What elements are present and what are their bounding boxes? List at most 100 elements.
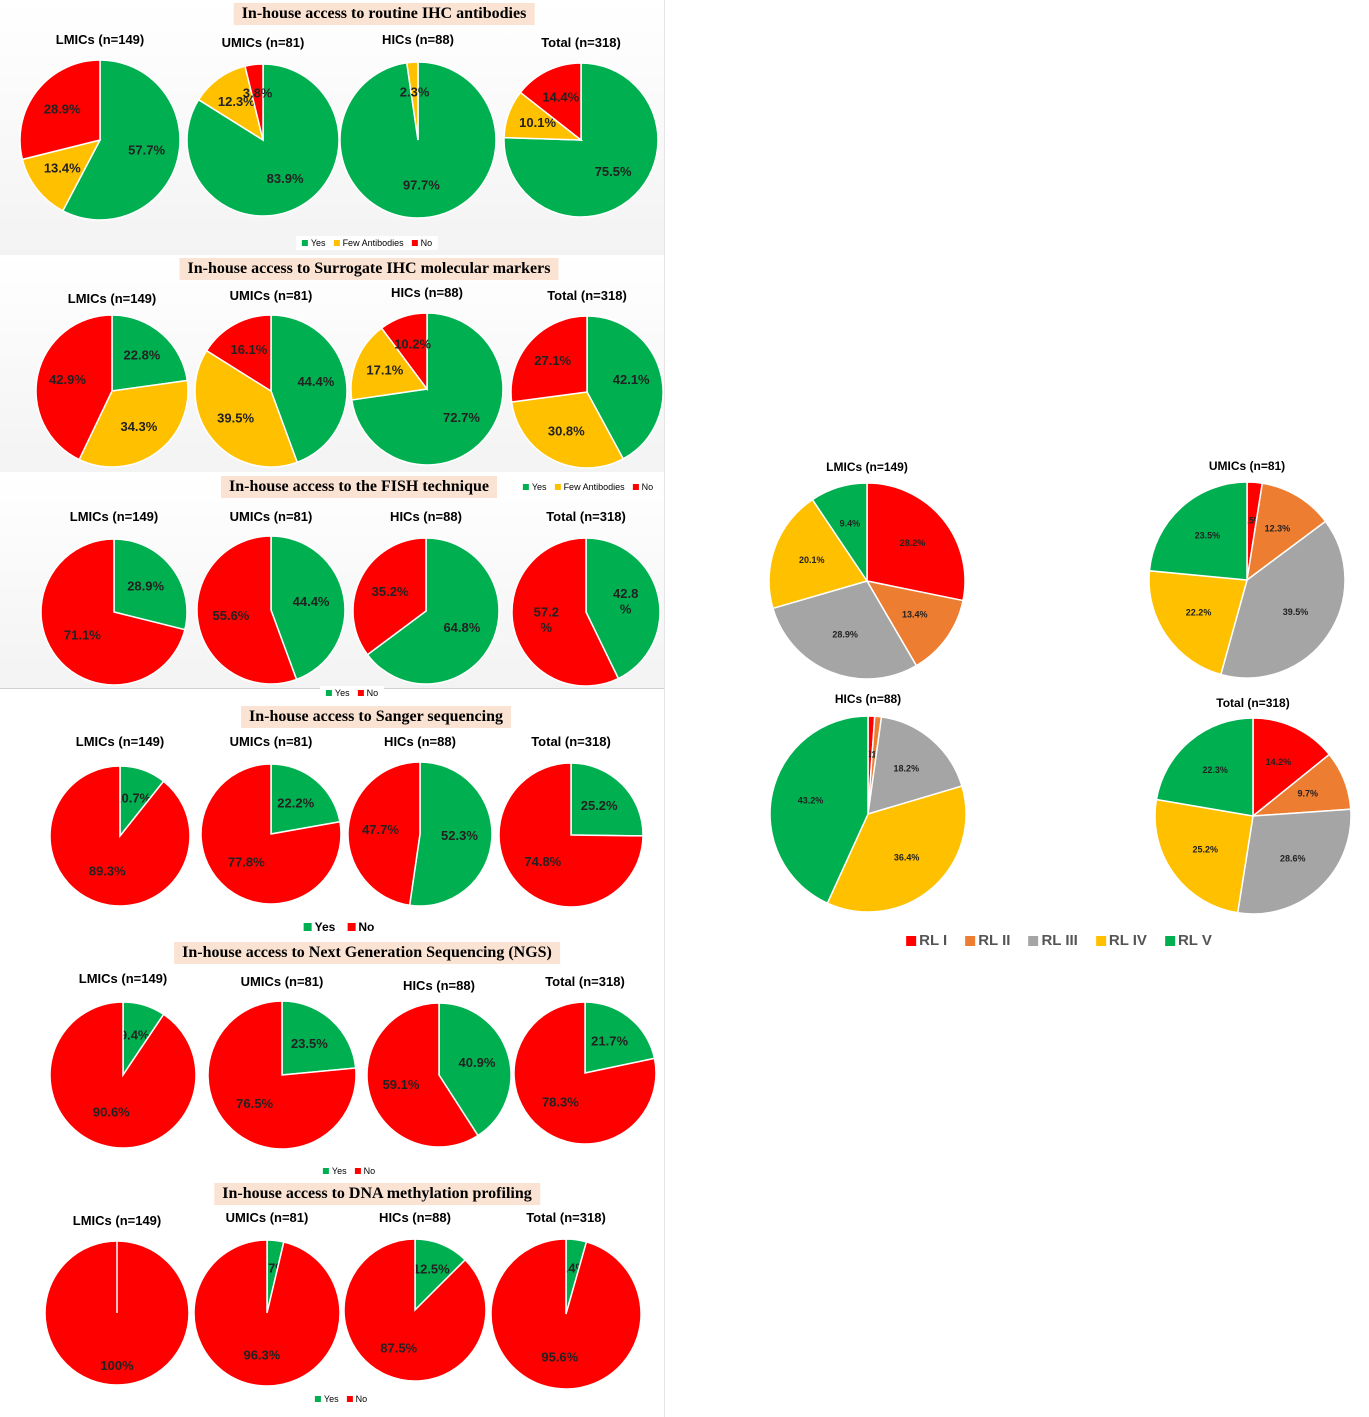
legend-item: No <box>632 482 653 492</box>
legend-label: No <box>358 920 375 934</box>
pie-label: UMICs (n=81) <box>225 1210 309 1225</box>
chart-legend: RL I RL II RL III RL IV RL V <box>900 930 1218 951</box>
pie-label: LMICs (n=149) <box>67 291 157 306</box>
legend-item: No <box>347 920 374 934</box>
slice-value-label: 22.2% <box>1186 608 1212 618</box>
pie-slice-yes <box>281 1000 357 1076</box>
slice-value-label: 71.1% <box>64 628 101 643</box>
pie-slice-rl-ii <box>1245 482 1327 582</box>
pie-label: UMICs (n=81) <box>221 35 305 50</box>
pie-slice-few-antibodies <box>194 349 299 468</box>
legend-swatch <box>965 935 976 946</box>
pie-label: LMICs (n=149) <box>75 734 165 749</box>
pie-chart: 22.2% 77.8% <box>200 763 342 905</box>
pie-label: Total (n=318) <box>545 974 625 989</box>
pie-slice-rl-iii <box>1219 520 1346 679</box>
pie-chart: 83.9% 12.3%3.8% <box>186 63 340 217</box>
legend-swatch <box>322 1168 329 1174</box>
pie-label: Total (n=318) <box>546 509 626 524</box>
chart-legend: Yes Few Antibodies No <box>516 480 660 494</box>
slice-value-label: 64.8% <box>443 620 480 635</box>
slice-value-label: 28.9% <box>127 579 164 594</box>
pie-slice-rl-i <box>1252 717 1331 818</box>
pie-slice-yes <box>584 1001 656 1074</box>
pie-slice-rl-v <box>811 482 868 584</box>
slice-value-label: 83.9% <box>267 171 304 186</box>
slice-value-label: 12.5% <box>413 1262 450 1277</box>
legend-item: Yes <box>314 1394 339 1404</box>
slice-value-label: 30.8% <box>548 424 585 439</box>
pie-chart: 42.1% 30.8% 27.1% <box>510 315 664 469</box>
pie-slice-no <box>519 62 582 142</box>
pie-label: HICs (n=88) <box>379 1210 451 1225</box>
pie-slice-no <box>513 1001 657 1145</box>
pie-label: HICs (n=88) <box>834 692 902 706</box>
legend-item: Yes <box>522 482 547 492</box>
pie-label: HICs (n=88) <box>390 509 462 524</box>
slice-value-label: 40.9% <box>459 1055 496 1070</box>
pie-slice-yes <box>503 62 659 218</box>
legend-swatch <box>411 240 418 246</box>
slice-value-label: 100% <box>100 1358 134 1373</box>
legend-item: Few Antibodies <box>554 482 625 492</box>
pie-slice-yes <box>111 314 189 392</box>
slice-value-label: 97.7% <box>403 178 440 193</box>
slice-value-label: 14.4% <box>542 90 579 105</box>
pie-chart: 14.2% 9.7% 28.6% 25.2% 22.3% <box>1154 717 1352 915</box>
pie-slice-no <box>19 59 101 161</box>
pie-slice-no <box>490 1238 642 1390</box>
slice-value-label: 87.5% <box>380 1341 417 1356</box>
slice-value-label: 96.3% <box>243 1348 280 1363</box>
chart-legend: Yes No <box>308 1392 374 1406</box>
legend-item: No <box>354 1166 375 1176</box>
pie-chart: 97.7% 2.3% <box>339 61 497 219</box>
slice-value-label: 12.3% <box>1265 524 1291 534</box>
slice-value-label: 28.9% <box>44 102 81 117</box>
slice-value-label: 35.2% <box>372 584 409 599</box>
pie-slice-rl-iii <box>771 580 918 680</box>
pie-slice-no <box>343 1238 487 1382</box>
legend-label: Yes <box>331 1166 347 1176</box>
pie-label: HICs (n=88) <box>403 978 475 993</box>
vertical-divider <box>664 0 665 1417</box>
legend-item: RL IV <box>1095 932 1147 949</box>
slice-value-label: 16.1% <box>230 343 267 358</box>
pie-label: UMICs (n=81) <box>240 974 324 989</box>
slice-value-label: 43.2% <box>798 796 824 806</box>
legend-label: Yes <box>334 688 350 698</box>
legend-label: Yes <box>310 238 326 248</box>
pie-label: Total (n=318) <box>526 1210 606 1225</box>
legend-swatch <box>347 923 356 931</box>
pie-slice-rl-v <box>769 715 869 905</box>
slice-value-label: 23.5% <box>1195 531 1221 541</box>
pie-chart: 64.8% 35.2% <box>352 537 500 685</box>
slice-value-label: 36.4% <box>894 853 920 863</box>
slice-value-label: 44.4% <box>297 374 334 389</box>
legend-label: Yes <box>323 1394 339 1404</box>
pie-slice-no <box>200 763 342 905</box>
slice-value-label: 1.1% <box>864 750 885 760</box>
pie-slice-rl-iv <box>1154 798 1254 914</box>
pie-chart: 12.5% 87.5% <box>343 1238 487 1382</box>
pie-label: LMICs (n=149) <box>78 971 168 986</box>
legend-item: RL III <box>1028 932 1078 949</box>
legend-label: No <box>420 238 433 248</box>
slice-value-label: 77.8% <box>228 855 265 870</box>
pie-label: UMICs (n=81) <box>229 734 313 749</box>
slice-value-label: 12.3% <box>218 94 255 109</box>
legend-label: RL II <box>978 932 1011 949</box>
pie-chart: 3.7%96.3% <box>193 1239 341 1387</box>
pie-slice-rl-iii <box>1236 808 1352 915</box>
legend-item: Few Antibodies <box>333 238 404 248</box>
pie-chart: 40.9% 59.1% <box>366 1002 512 1148</box>
pie-label: LMICs (n=149) <box>55 32 145 47</box>
legend-item: Yes <box>303 920 335 934</box>
slice-value-label: 39.5% <box>1283 608 1309 618</box>
pie-slice-few-antibodies <box>510 391 625 469</box>
pie-slice-few-antibodies <box>197 65 265 142</box>
legend-label: RL III <box>1041 932 1078 949</box>
chart-legend: Yes No <box>316 1164 382 1178</box>
pie-slice-rl-i <box>866 482 966 602</box>
pie-slice-yes <box>585 537 661 680</box>
pie-slice-yes <box>186 63 340 217</box>
